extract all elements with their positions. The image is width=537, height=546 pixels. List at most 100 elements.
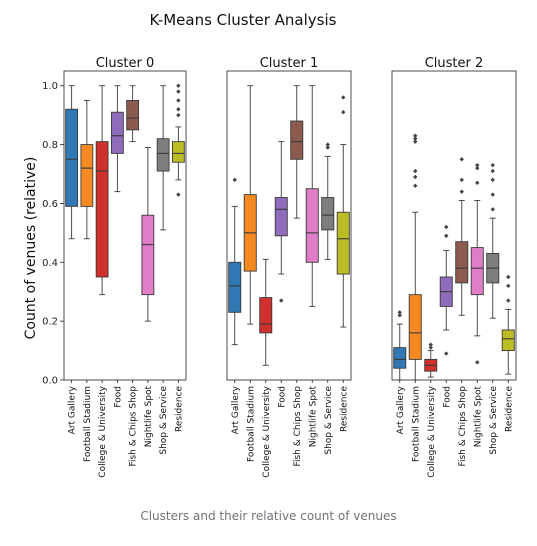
outlier-point <box>475 360 480 365</box>
box-nightlife-spot: Nightlife Spot <box>305 85 319 448</box>
outlier-point <box>397 313 402 318</box>
x-tick-label-nightlife-spot: Nightlife Spot <box>308 386 318 448</box>
outlier-point <box>444 233 449 238</box>
outlier-point <box>176 107 181 112</box>
box-football-stadium: Football Stadium <box>408 133 422 462</box>
outlier-point <box>490 207 495 212</box>
outlier-point <box>176 89 181 94</box>
x-tick-label-football-stadium: Football Stadium <box>411 386 421 462</box>
box-iqr <box>126 99 140 131</box>
box-iqr <box>501 329 515 352</box>
x-tick-label-residence: Residence <box>339 386 349 432</box>
outlier-point <box>444 351 449 356</box>
x-tick-label-college-and-university: College & University <box>427 385 437 477</box>
y-tick-label: 0.0 <box>42 376 58 387</box>
cluster-panel-1: Cluster 1 Art Gallery Football Stadium Coll… <box>226 56 352 478</box>
outlier-point <box>459 189 464 194</box>
outlier-point <box>459 177 464 183</box>
cluster-panel-2: Cluster 2 Art Gallery Football Stadium Coll… <box>391 56 517 478</box>
box-fish-and-chips-shop: Fish & Chips Shop <box>126 85 140 467</box>
outlier-point <box>413 168 418 174</box>
box-residence: Residence <box>336 95 350 432</box>
outlier-point <box>413 136 418 141</box>
box-iqr <box>470 247 484 296</box>
x-tick-label-fish-and-chips-shop: Fish & Chips Shop <box>458 386 468 467</box>
box-football-stadium: Football Stadium <box>80 99 94 462</box>
box-football-stadium: Football Stadium <box>243 85 257 462</box>
x-tick-label-fish-and-chips-shop: Fish & Chips Shop <box>293 386 303 467</box>
x-tick-label-food: Food <box>442 386 452 408</box>
outlier-point <box>490 177 495 183</box>
box-college-and-university: College & University <box>424 342 438 478</box>
x-tick-label-food: Food <box>113 386 123 408</box>
outlier-point <box>444 224 449 230</box>
y-tick-label: 0.6 <box>42 199 58 210</box>
outlier-point <box>428 342 433 347</box>
y-tick-label: 1.0 <box>42 81 58 92</box>
x-tick-label-art-gallery: Art Gallery <box>68 385 78 434</box>
box-iqr <box>228 261 242 313</box>
outlier-point <box>413 174 418 180</box>
outlier-point <box>506 298 511 303</box>
box-iqr <box>141 214 155 296</box>
box-iqr <box>455 241 469 284</box>
y-tick-label: 0.4 <box>42 258 58 269</box>
x-tick-label-shop-and-service: Shop & Service <box>324 386 334 455</box>
box-iqr <box>321 197 335 231</box>
x-tick-label-food: Food <box>277 386 287 408</box>
outlier-point <box>413 133 418 138</box>
box-nightlife-spot: Nightlife Spot <box>470 162 484 448</box>
x-tick-label-football-stadium: Football Stadium <box>246 386 256 462</box>
box-shop-and-service: Shop & Service <box>486 162 500 455</box>
x-tick-label-nightlife-spot: Nightlife Spot <box>144 386 154 448</box>
outlier-point <box>506 283 511 289</box>
outlier-point <box>176 98 181 103</box>
figure-caption: Clusters and their relative count of ven… <box>140 509 397 523</box>
y-axis-label: Count of venues (relative) <box>23 157 39 340</box>
box-iqr <box>408 294 422 360</box>
outlier-point <box>279 298 284 303</box>
box-college-and-university: College & University <box>259 258 273 478</box>
x-tick-label-art-gallery: Art Gallery <box>396 385 406 434</box>
box-iqr <box>274 197 288 237</box>
box-art-gallery: Art Gallery <box>65 85 79 434</box>
outlier-point <box>176 112 181 118</box>
outlier-point <box>428 345 433 350</box>
panel-title-cluster-0: Cluster 0 <box>96 56 155 71</box>
box-iqr <box>80 144 94 207</box>
outlier-point <box>475 180 480 186</box>
panel-frame <box>391 70 517 381</box>
panel-title-cluster-2: Cluster 2 <box>425 56 484 71</box>
x-tick-label-art-gallery: Art Gallery <box>231 385 241 434</box>
box-iqr <box>259 297 273 334</box>
panel-title-cluster-1: Cluster 1 <box>260 56 319 71</box>
outlier-point <box>176 83 181 88</box>
x-tick-label-nightlife-spot: Nightlife Spot <box>473 386 483 448</box>
x-tick-label-college-and-university: College & University <box>98 385 108 477</box>
box-iqr <box>156 138 170 172</box>
y-tick-label: 0.2 <box>42 317 58 328</box>
x-tick-label-shop-and-service: Shop & Service <box>159 386 169 455</box>
x-tick-label-shop-and-service: Shop & Service <box>489 386 499 455</box>
outlier-point <box>176 192 181 197</box>
x-tick-label-residence: Residence <box>504 386 514 432</box>
box-college-and-university: College & University <box>95 85 109 478</box>
outlier-point <box>413 183 418 188</box>
box-shop-and-service: Shop & Service <box>321 142 335 455</box>
panel-frame <box>226 70 352 381</box>
outlier-point <box>341 95 346 100</box>
box-food: Food <box>439 224 453 408</box>
box-art-gallery: Art Gallery <box>393 310 407 434</box>
outlier-point <box>475 165 480 171</box>
box-iqr <box>95 141 109 278</box>
box-shop-and-service: Shop & Service <box>156 85 170 455</box>
box-fish-and-chips-shop: Fish & Chips Shop <box>290 85 304 467</box>
panel-frame <box>63 70 187 381</box>
cluster-panels: Cluster 0 0.0 0.2 0.4 0.6 0.8 1.0 Art Gallery Fo… <box>42 56 517 478</box>
box-iqr <box>290 120 304 160</box>
outlier-point <box>475 162 480 168</box>
figure-title: K-Means Cluster Analysis <box>150 11 337 29</box>
box-fish-and-chips-shop: Fish & Chips Shop <box>455 157 469 467</box>
outlier-point <box>341 110 346 115</box>
